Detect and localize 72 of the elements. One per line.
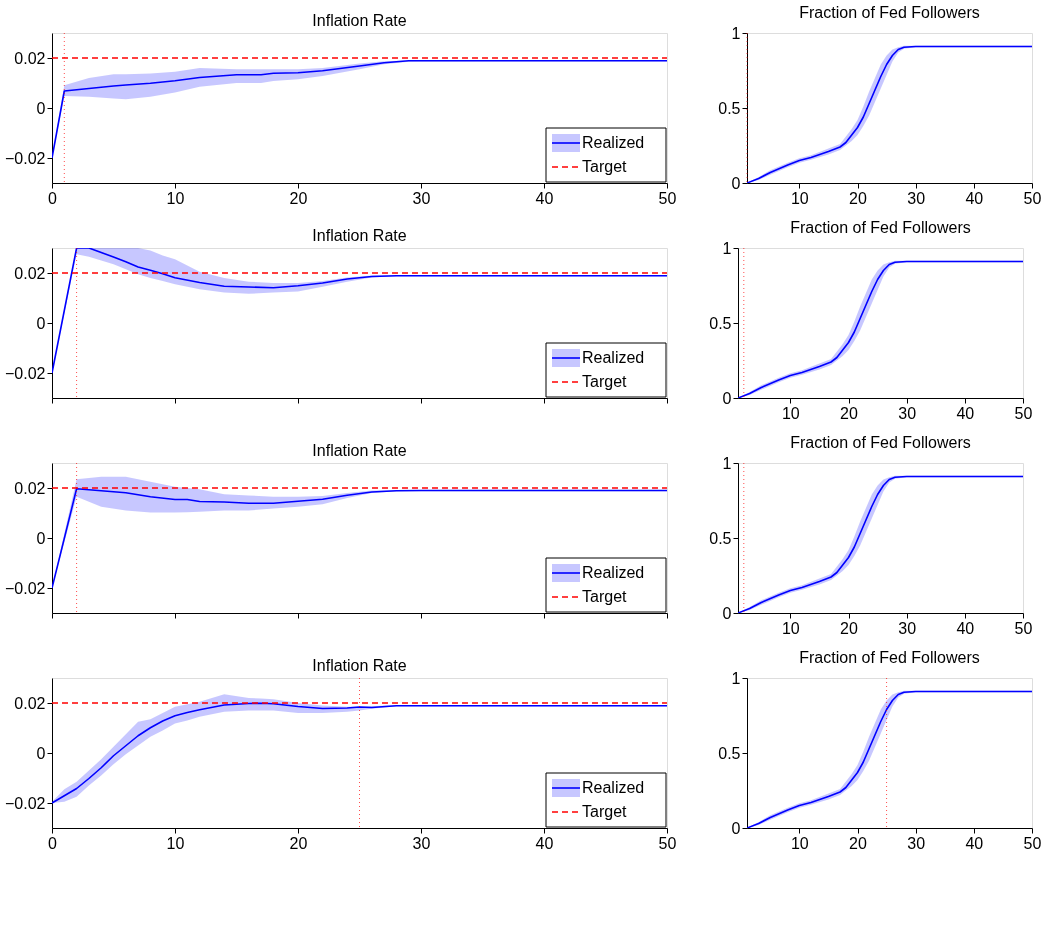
y-tick-label: 0 <box>722 389 732 407</box>
y-tick-label: −0.02 <box>5 364 46 382</box>
x-tick-label: 30 <box>898 404 917 422</box>
x-tick-label: 10 <box>790 834 809 852</box>
x-tick-label: 30 <box>412 189 431 207</box>
x-tick-label: 20 <box>849 834 868 852</box>
legend-label: Realized <box>582 349 645 366</box>
x-tick-label: 40 <box>965 189 984 207</box>
chart-title: Inflation Rate <box>312 656 407 674</box>
x-tick-label: 10 <box>166 189 185 207</box>
y-tick-label: 0.5 <box>709 314 732 332</box>
y-tick-label: 0.5 <box>709 529 732 547</box>
x-tick-label: 10 <box>790 189 809 207</box>
legend-label: Realized <box>582 779 645 796</box>
legend-label: Target <box>582 803 628 820</box>
y-tick-label: 1 <box>731 24 741 42</box>
y-tick-label: 0 <box>722 604 732 622</box>
x-tick-label: 10 <box>166 834 185 852</box>
y-tick-label: −0.02 <box>5 579 46 597</box>
legend-label: Realized <box>582 564 645 581</box>
legend-label: Target <box>582 588 628 605</box>
y-tick-label: 0 <box>731 819 741 837</box>
x-tick-label: 50 <box>658 834 677 852</box>
x-tick-label: 20 <box>289 834 308 852</box>
x-tick-label: 20 <box>289 189 308 207</box>
y-tick-label: 1 <box>722 239 732 257</box>
chart-title: Inflation Rate <box>312 441 407 459</box>
chart-title: Fraction of Fed Followers <box>790 434 971 451</box>
x-tick-label: 30 <box>412 834 431 852</box>
x-tick-label: 0 <box>48 834 58 852</box>
y-tick-label: 0 <box>36 744 46 762</box>
y-tick-label: 1 <box>731 669 741 687</box>
y-tick-label: 0 <box>36 314 46 332</box>
x-tick-label: 50 <box>658 189 677 207</box>
x-tick-label: 40 <box>956 619 975 637</box>
y-tick-label: 0.02 <box>14 479 46 497</box>
x-tick-label: 30 <box>898 619 917 637</box>
y-tick-label: 0.02 <box>14 694 46 712</box>
y-tick-label: 0 <box>36 99 46 117</box>
chart-title: Inflation Rate <box>312 226 407 244</box>
chart-title: Inflation Rate <box>312 11 407 29</box>
x-tick-label: 50 <box>1014 404 1033 422</box>
y-tick-label: −0.02 <box>5 794 46 812</box>
y-tick-label: 0 <box>731 174 741 192</box>
y-tick-label: −0.02 <box>5 149 46 167</box>
x-tick-label: 50 <box>1023 834 1042 852</box>
chart-title: Fraction of Fed Followers <box>799 649 980 666</box>
x-tick-label: 30 <box>907 189 926 207</box>
x-tick-label: 20 <box>840 619 859 637</box>
y-tick-label: 0.02 <box>14 264 46 282</box>
x-tick-label: 40 <box>956 404 975 422</box>
chart-title: Fraction of Fed Followers <box>799 4 980 21</box>
legend-label: Target <box>582 373 628 390</box>
legend-label: Realized <box>582 134 645 151</box>
x-tick-label: 40 <box>535 834 554 852</box>
x-tick-label: 20 <box>840 404 859 422</box>
x-tick-label: 10 <box>781 619 800 637</box>
y-tick-label: 1 <box>722 454 732 472</box>
x-tick-label: 50 <box>1014 619 1033 637</box>
x-tick-label: 40 <box>535 189 554 207</box>
x-tick-label: 30 <box>907 834 926 852</box>
x-tick-label: 50 <box>1023 189 1042 207</box>
y-tick-label: 0.5 <box>718 744 741 762</box>
y-tick-label: 0.5 <box>718 99 741 117</box>
x-tick-label: 20 <box>849 189 868 207</box>
legend-label: Target <box>582 158 628 175</box>
x-tick-label: 10 <box>781 404 800 422</box>
chart-title: Fraction of Fed Followers <box>790 219 971 236</box>
x-tick-label: 0 <box>48 189 58 207</box>
x-tick-label: 40 <box>965 834 984 852</box>
y-tick-label: 0 <box>36 529 46 547</box>
y-tick-label: 0.02 <box>14 49 46 67</box>
